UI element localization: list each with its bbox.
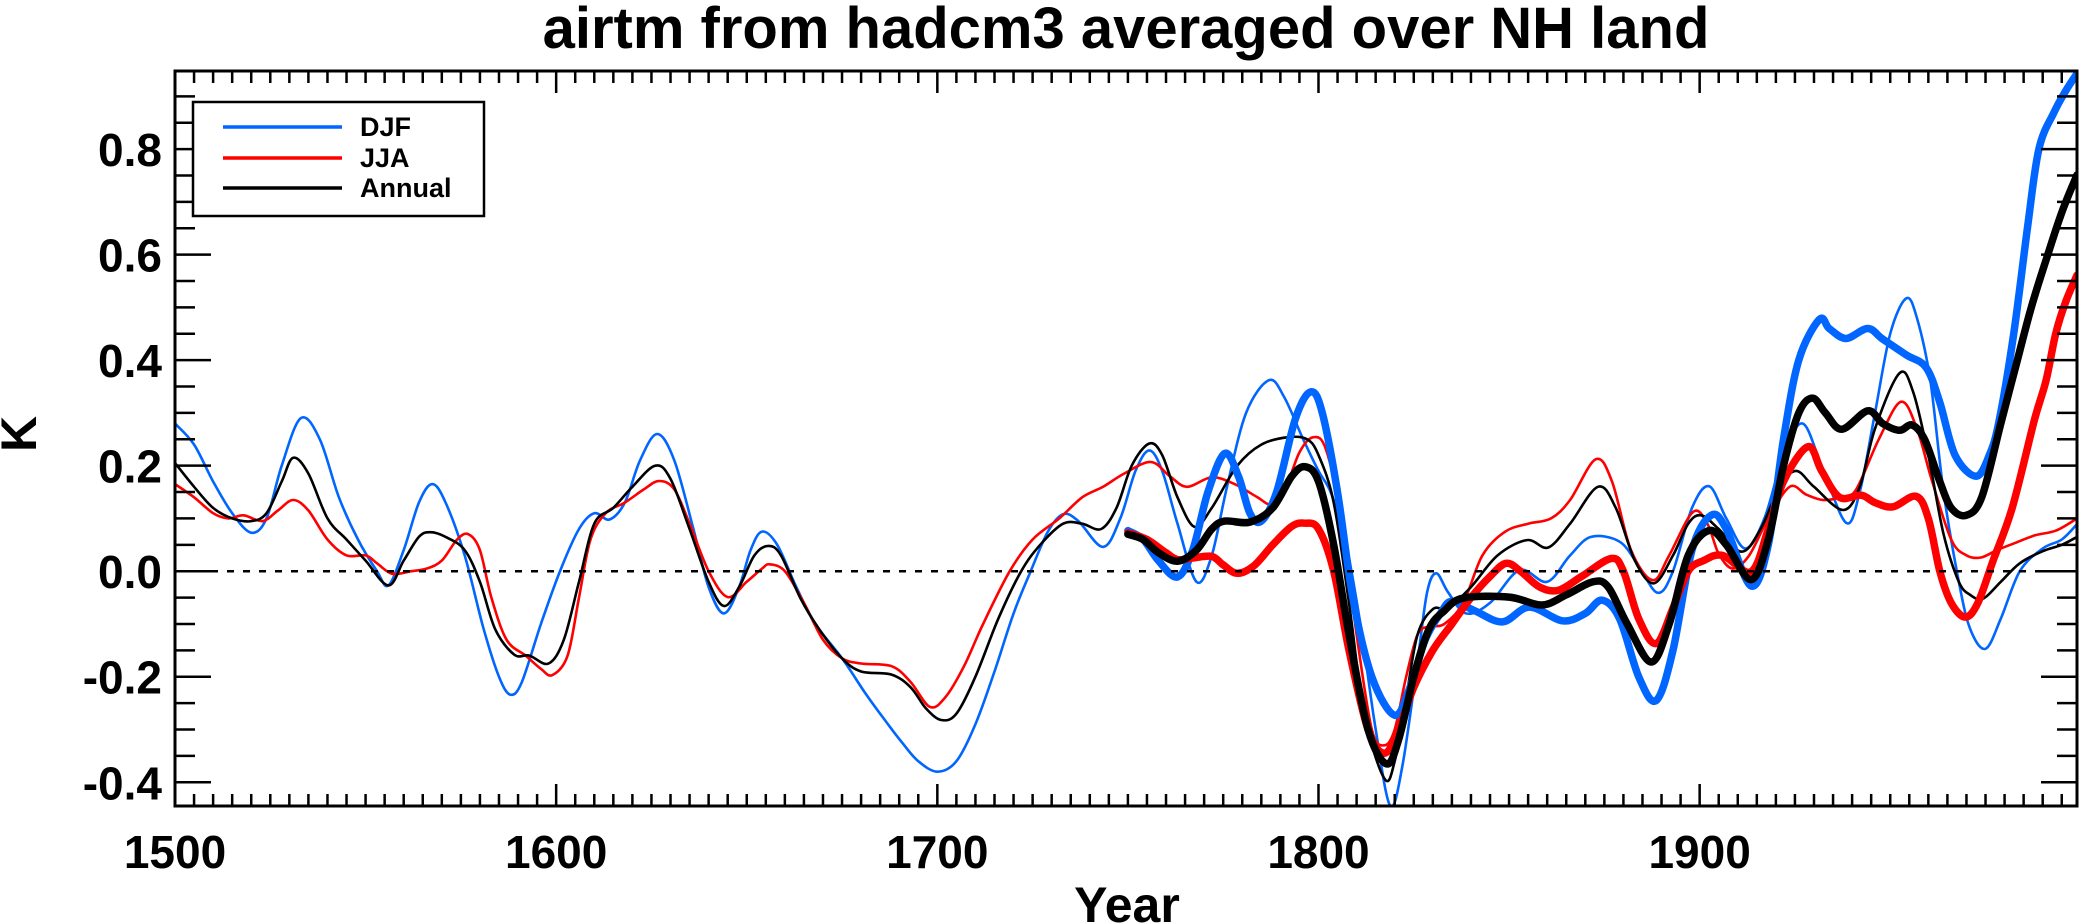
y-tick-label: 0.2 [98, 441, 162, 493]
series-line-jja-thick [1124, 271, 2077, 757]
series-layer [175, 71, 2077, 806]
x-tick-labels: 1500 1600 1700 1800 1900 [124, 826, 1751, 878]
legend-label-jja: JJA [360, 143, 410, 173]
legend: DJF JJA Annual [191, 100, 486, 218]
y-tick-label: 0.6 [98, 230, 162, 282]
legend-label-djf: DJF [360, 112, 411, 142]
series-line-djf-thick [1124, 71, 2077, 719]
x-tick-label: 1800 [1267, 826, 1369, 878]
y-tick-label: 0.0 [98, 546, 162, 598]
series-line-annual-thick [1124, 171, 2077, 768]
x-tick-label: 1500 [124, 826, 226, 878]
x-tick-label: 1600 [505, 826, 607, 878]
x-tick-label: 1900 [1648, 826, 1750, 878]
x-tick-label: 1700 [886, 826, 988, 878]
y-axis-label: K [0, 416, 47, 452]
series-line-annual [175, 370, 2077, 783]
x-axis-label: Year [1074, 877, 1180, 923]
y-tick-labels: -0.4 -0.2 0.0 0.2 0.4 0.6 0.8 [83, 124, 163, 809]
legend-label-annual: Annual [360, 173, 452, 203]
y-tick-label: 0.4 [98, 335, 162, 387]
series-line-jja [175, 400, 2077, 747]
y-tick-label: 0.8 [98, 124, 162, 176]
y-tick-label: -0.2 [83, 652, 162, 704]
y-tick-label: -0.4 [83, 757, 163, 809]
chart-title: airtm from hadcm3 averaged over NH land [543, 0, 1710, 61]
axes-layer [173, 69, 2079, 808]
